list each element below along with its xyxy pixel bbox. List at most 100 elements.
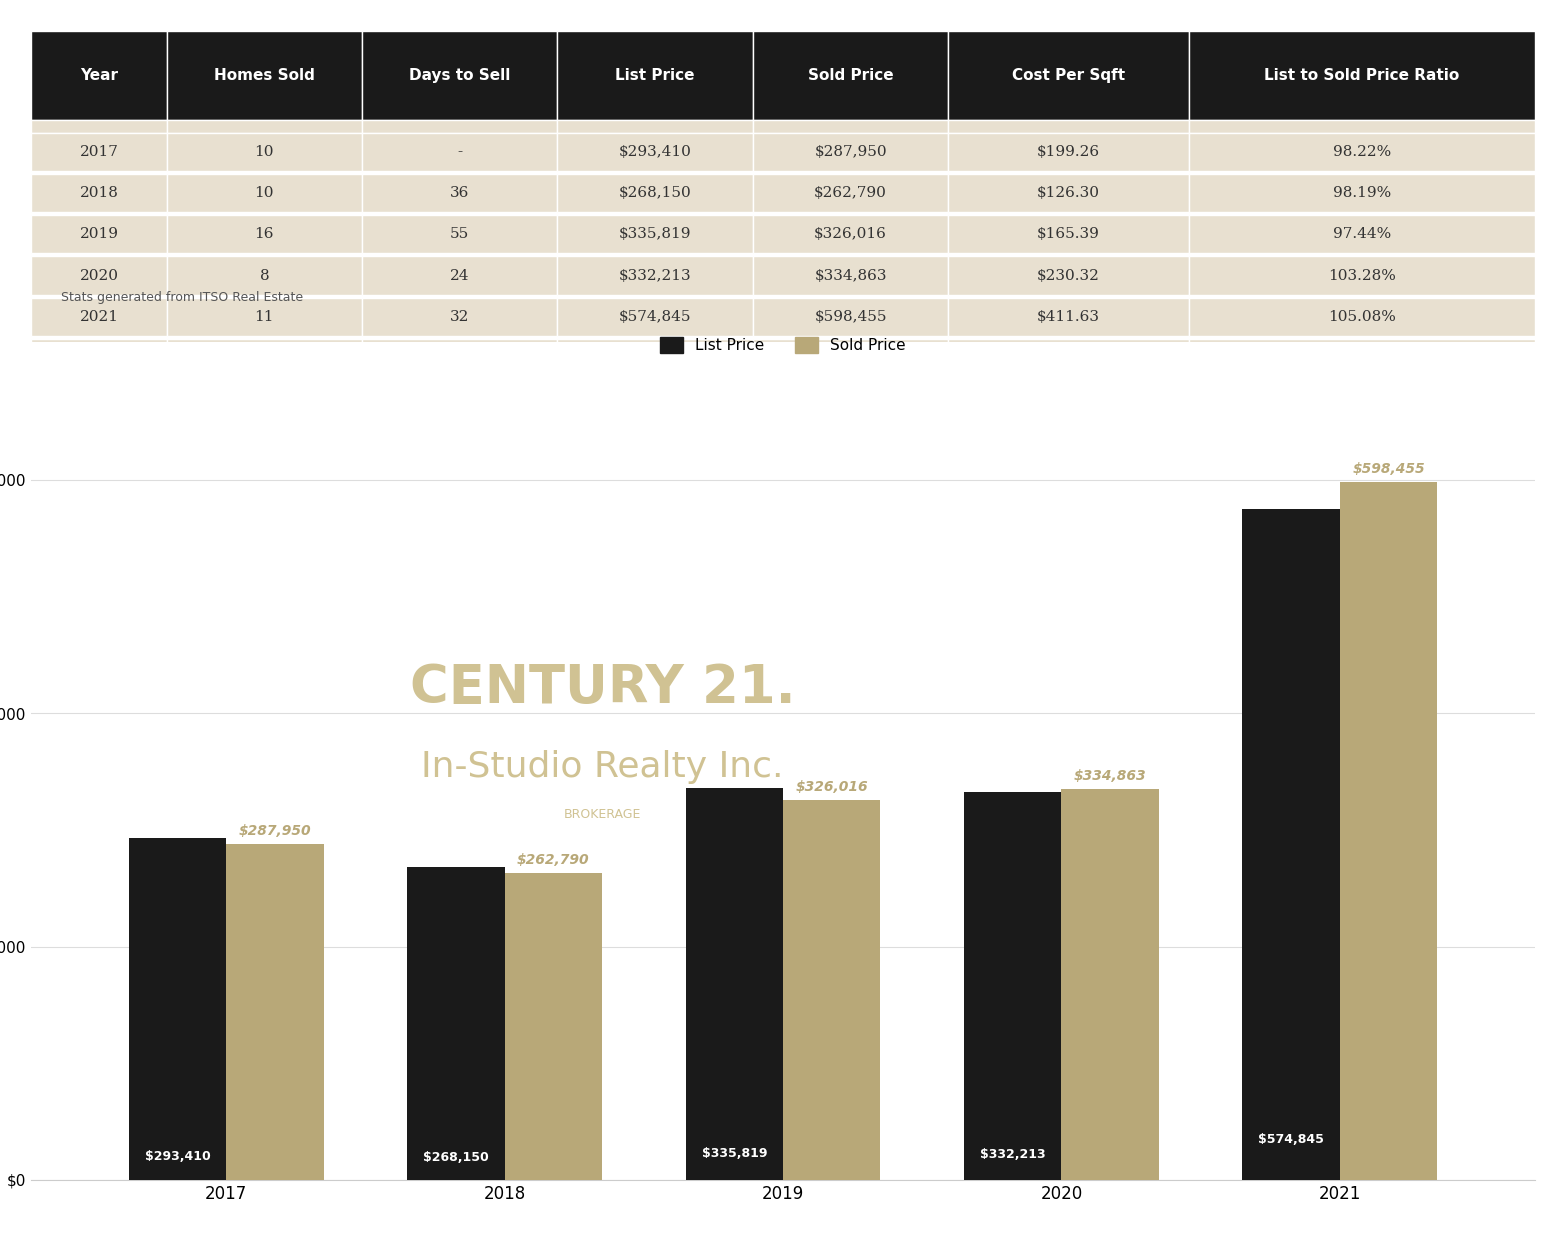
Bar [1242,509,1340,1180]
Text: $334,863: $334,863 [814,268,886,282]
FancyBboxPatch shape [362,133,557,171]
FancyBboxPatch shape [1189,31,1535,120]
Text: $574,845: $574,845 [619,309,692,324]
Text: BROKERAGE: BROKERAGE [564,809,642,821]
Text: Year: Year [80,68,117,83]
FancyBboxPatch shape [166,257,362,294]
FancyBboxPatch shape [166,120,362,133]
Text: 24: 24 [449,268,470,282]
FancyBboxPatch shape [753,174,949,212]
FancyBboxPatch shape [166,298,362,335]
FancyBboxPatch shape [1189,174,1535,212]
Text: -: - [457,145,462,159]
FancyBboxPatch shape [949,174,1189,212]
FancyBboxPatch shape [1189,120,1535,133]
FancyBboxPatch shape [557,133,753,171]
FancyBboxPatch shape [31,31,166,120]
FancyBboxPatch shape [1189,339,1535,378]
Text: $262,790: $262,790 [517,853,590,867]
Text: $268,150: $268,150 [423,1151,489,1164]
FancyBboxPatch shape [362,174,557,212]
FancyBboxPatch shape [949,215,1189,253]
Text: $268,150: $268,150 [619,186,692,200]
FancyBboxPatch shape [557,339,753,378]
FancyBboxPatch shape [557,257,753,294]
Bar [407,867,504,1180]
Text: 10: 10 [255,186,274,200]
Text: 2017: 2017 [80,145,119,159]
Bar [504,873,601,1180]
Text: 16: 16 [255,227,274,241]
Text: $287,950: $287,950 [814,145,886,159]
FancyBboxPatch shape [362,339,557,378]
FancyBboxPatch shape [31,133,166,171]
Text: $230.32: $230.32 [1037,268,1099,282]
FancyBboxPatch shape [166,31,362,120]
Text: $293,410: $293,410 [144,1150,210,1163]
Text: $335,819: $335,819 [619,227,692,241]
Text: Stats generated from ITSO Real Estate: Stats generated from ITSO Real Estate [61,292,304,304]
Text: Homes Sold: Homes Sold [215,68,315,83]
FancyBboxPatch shape [753,298,949,335]
FancyBboxPatch shape [166,174,362,212]
FancyBboxPatch shape [753,133,949,171]
FancyBboxPatch shape [557,120,753,133]
FancyBboxPatch shape [31,215,166,253]
FancyBboxPatch shape [1189,298,1535,335]
FancyBboxPatch shape [166,215,362,253]
FancyBboxPatch shape [753,31,949,120]
Text: List Price: List Price [615,68,695,83]
FancyBboxPatch shape [31,257,166,294]
Text: $126.30: $126.30 [1037,186,1101,200]
FancyBboxPatch shape [31,339,166,378]
FancyBboxPatch shape [557,174,753,212]
Text: 2019: 2019 [80,227,119,241]
FancyBboxPatch shape [949,133,1189,171]
Bar [686,789,783,1180]
FancyBboxPatch shape [753,339,949,378]
FancyBboxPatch shape [949,120,1189,133]
FancyBboxPatch shape [362,31,557,120]
Bar [965,792,1062,1180]
Text: 36: 36 [449,186,470,200]
FancyBboxPatch shape [949,339,1189,378]
FancyBboxPatch shape [166,339,362,378]
FancyBboxPatch shape [753,120,949,133]
Text: $574,845: $574,845 [1257,1134,1323,1146]
FancyBboxPatch shape [753,215,949,253]
FancyBboxPatch shape [1189,215,1535,253]
FancyBboxPatch shape [753,257,949,294]
FancyBboxPatch shape [949,31,1189,120]
Text: 103.28%: 103.28% [1328,268,1395,282]
Bar [128,837,226,1180]
FancyBboxPatch shape [166,133,362,171]
Text: 10: 10 [255,145,274,159]
Text: 55: 55 [449,227,470,241]
Text: 8: 8 [260,268,269,282]
Text: Days to Sell: Days to Sell [409,68,511,83]
Text: In-Studio Realty Inc.: In-Studio Realty Inc. [421,750,785,785]
FancyBboxPatch shape [31,120,166,133]
Text: $598,455: $598,455 [814,309,886,324]
Text: $598,455: $598,455 [1351,462,1425,476]
Text: 2018: 2018 [80,186,119,200]
FancyBboxPatch shape [949,298,1189,335]
Text: $326,016: $326,016 [814,227,886,241]
FancyBboxPatch shape [1189,133,1535,171]
FancyBboxPatch shape [557,298,753,335]
Bar [783,800,880,1180]
Text: $411.63: $411.63 [1037,309,1101,324]
Text: Sold Price: Sold Price [808,68,894,83]
Legend: List Price, Sold Price: List Price, Sold Price [655,330,911,359]
Text: 98.19%: 98.19% [1333,186,1391,200]
Text: $293,410: $293,410 [619,145,692,159]
Text: 105.08%: 105.08% [1328,309,1395,324]
Text: $332,213: $332,213 [619,268,692,282]
Text: $326,016: $326,016 [796,780,868,794]
Text: CENTURY 21.: CENTURY 21. [410,662,796,714]
FancyBboxPatch shape [557,215,753,253]
Text: 11: 11 [255,309,274,324]
FancyBboxPatch shape [362,257,557,294]
Text: $262,790: $262,790 [814,186,886,200]
Text: $334,863: $334,863 [1074,769,1146,784]
